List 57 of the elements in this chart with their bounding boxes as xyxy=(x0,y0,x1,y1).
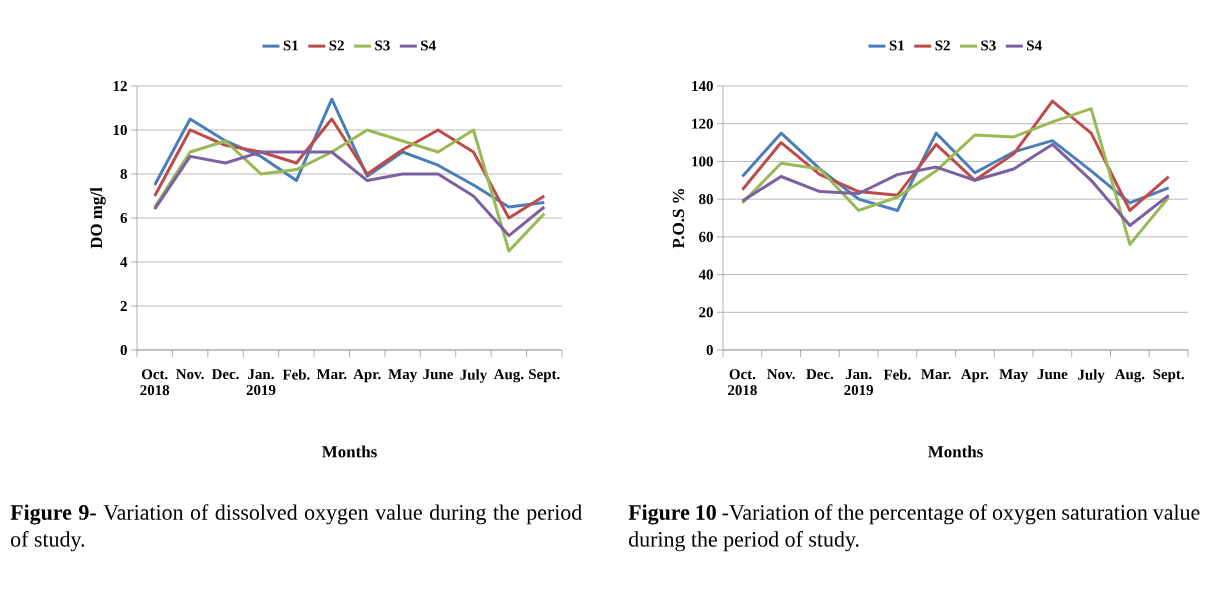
x-tick-label: Sept. xyxy=(1153,369,1184,383)
x-tick-label: June xyxy=(1037,369,1068,380)
y-axis-title: P.O.S % xyxy=(672,189,685,249)
x-tick-label: Feb. xyxy=(883,369,911,380)
x-tick-label: Apr. xyxy=(353,369,381,383)
text: Figure 9- Variation of dissolved oxygen value during the period of study. xyxy=(10,504,582,552)
legend-label: S2 xyxy=(329,40,344,51)
x-tick-label: Apr. xyxy=(960,369,989,383)
x-tick-label: Dec. xyxy=(211,369,239,380)
x-axis-title: Months xyxy=(928,445,983,458)
legend-label: S4 xyxy=(421,40,436,51)
x-tick-label: Oct. 2018 xyxy=(140,369,170,396)
x-tick-label: Mar. xyxy=(316,369,347,380)
line-series xyxy=(740,142,1171,228)
y-tick-label: 80 xyxy=(699,194,713,205)
x-tick-label: Dec. xyxy=(806,369,834,380)
x-tick-label: May xyxy=(999,369,1029,383)
x-tick-label: Sept. xyxy=(529,369,560,383)
x-axis-title: Months xyxy=(322,445,377,458)
x-tick-label: July xyxy=(1078,369,1105,383)
y-tick-label: 100 xyxy=(692,156,713,167)
y-tick-label: 8 xyxy=(120,168,127,180)
y-tick-label: 0 xyxy=(120,344,127,356)
x-tick-label: Aug. xyxy=(493,369,524,383)
x-tick-label: July xyxy=(460,369,488,383)
y-tick-label: 6 xyxy=(120,212,128,224)
legend-label: S3 xyxy=(981,40,996,51)
y-tick-label: 4 xyxy=(120,257,128,267)
legend-label: S2 xyxy=(935,40,950,51)
x-tick-label: Mar. xyxy=(921,369,951,380)
x-tick-label: Feb. xyxy=(282,369,310,380)
x-tick-label: Aug. xyxy=(1114,369,1145,383)
legend-label: S1 xyxy=(283,40,298,51)
y-tick-label: 60 xyxy=(699,231,713,242)
text: Figure 10 -Variation of the percentage of oxygen saturation value during the period of study. xyxy=(628,504,1200,552)
legend-label: S3 xyxy=(375,40,390,51)
y-tick-label: 0 xyxy=(706,344,713,356)
x-tick-label: June xyxy=(423,369,454,380)
y-tick-label: 140 xyxy=(692,80,713,92)
line-series xyxy=(740,99,1171,212)
x-tick-label: Nov. xyxy=(767,369,795,380)
x-tick-label: Jan. 2019 xyxy=(246,369,276,396)
y-tick-label: 10 xyxy=(113,124,127,136)
x-tick-label: Jan. 2019 xyxy=(844,369,874,396)
line-series xyxy=(153,117,546,220)
legend-label: S1 xyxy=(889,40,904,51)
x-tick-label: Nov. xyxy=(176,369,204,380)
legend-label: S4 xyxy=(1027,40,1042,51)
y-tick-label: 2 xyxy=(120,301,127,311)
y-tick-label: 20 xyxy=(699,307,713,318)
y-tick-label: 40 xyxy=(698,269,713,280)
x-tick-label: Oct. 2018 xyxy=(728,369,757,396)
x-tick-label: May xyxy=(388,369,418,383)
y-axis-title: DO mg/l xyxy=(90,187,106,249)
y-tick-label: 12 xyxy=(113,81,127,91)
y-tick-label: 120 xyxy=(692,118,713,129)
line-series xyxy=(740,107,1171,246)
